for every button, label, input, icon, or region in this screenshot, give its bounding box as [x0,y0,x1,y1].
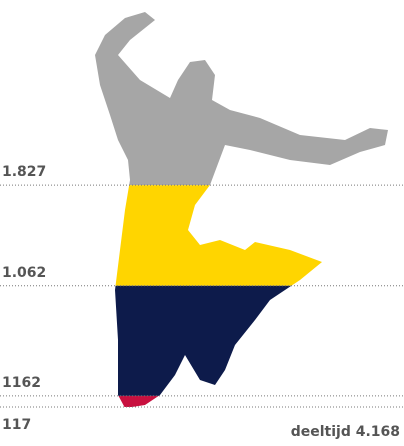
chart: deeltijd 4.168 1.827 1.062 1162 117 [0,0,404,446]
total-label: deeltijd 4.168 [291,424,400,440]
band [0,12,404,185]
value-label: 117 [2,417,31,433]
value-label: 1.062 [2,265,46,281]
value-label: 1.827 [2,164,46,180]
band [0,286,404,396]
silhouette [0,12,404,407]
value-label: 1162 [2,375,41,391]
band [0,185,404,286]
band [0,396,404,407]
